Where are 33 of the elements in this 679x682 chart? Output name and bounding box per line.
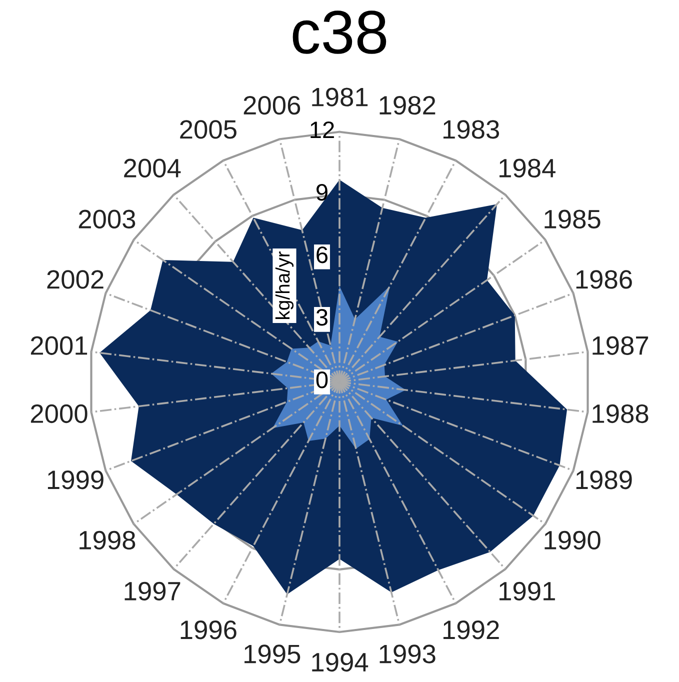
spoke-label: 2000 <box>30 404 88 424</box>
text: kg/ha/yr <box>275 251 294 320</box>
chart-title: c38 <box>292 10 386 54</box>
spoke-label: 2004 <box>124 158 181 178</box>
spoke-label: 1991 <box>500 582 555 601</box>
spoke-label: 1998 <box>80 530 136 550</box>
spoke-label: 2005 <box>180 120 236 139</box>
y-tick-label: 3 <box>316 309 328 326</box>
spoke-label: 1981 <box>312 88 368 106</box>
spoke-label: 1987 <box>592 336 648 355</box>
y-tick-label: 12 <box>310 121 334 138</box>
spoke-label: 2002 <box>47 270 104 289</box>
y-tick-label: 9 <box>316 184 328 201</box>
spoke-label: 1992 <box>443 620 499 640</box>
spoke-label: 1999 <box>48 470 104 490</box>
y-tick-label: 6 <box>316 246 328 264</box>
spoke-label: 2003 <box>78 210 136 228</box>
spoke-label: 1985 <box>544 210 600 228</box>
y-tick-label: 0 <box>316 372 328 388</box>
spoke-label: 1988 <box>592 404 648 424</box>
spoke-label: 1982 <box>380 96 436 115</box>
spoke-label: 2006 <box>244 96 300 115</box>
spoke-label: 1995 <box>244 644 300 664</box>
spoke-label: 1990 <box>544 530 600 550</box>
spoke-label: 1989 <box>576 470 632 490</box>
spoke-label: 1997 <box>124 582 180 601</box>
spoke-label: 1983 <box>443 120 500 139</box>
spoke-label: 2001 <box>30 336 88 355</box>
spoke-label: 1994 <box>312 652 368 672</box>
spoke-label: 1996 <box>180 620 236 640</box>
spoke-label: 1993 <box>380 644 436 664</box>
spoke-label: 1986 <box>576 270 632 289</box>
spoke-label: 1984 <box>500 158 556 178</box>
